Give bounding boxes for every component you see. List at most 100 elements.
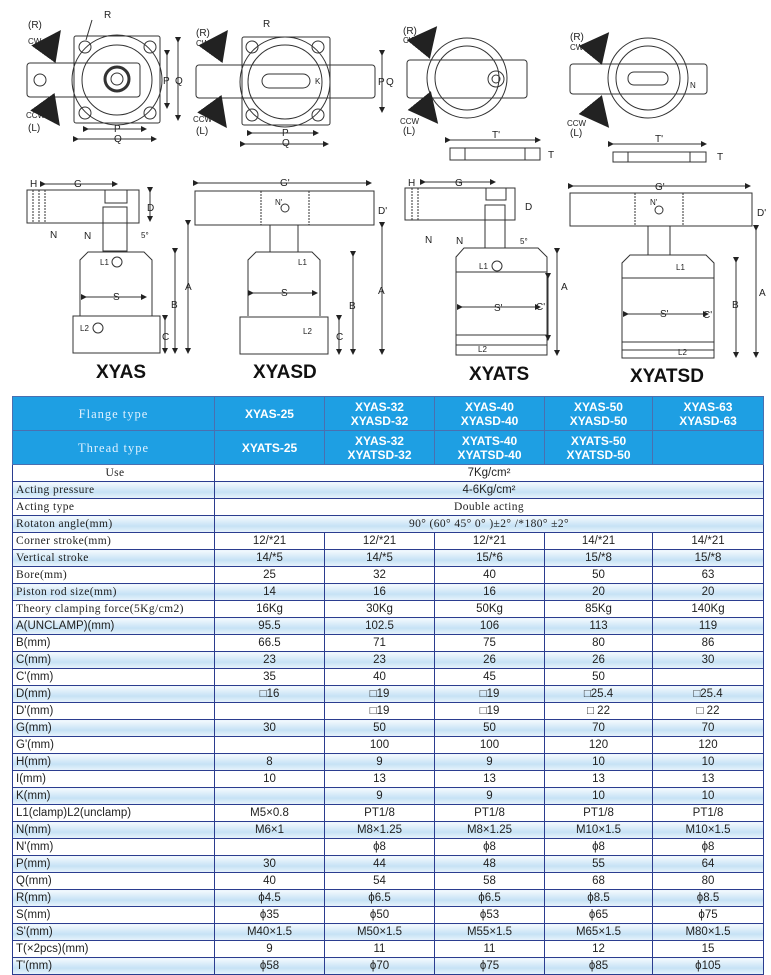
- g-label: G: [455, 178, 463, 189]
- cell-value: ϕ75: [434, 957, 545, 975]
- cell-value: 40: [434, 566, 545, 584]
- cell-value: PT1/8: [434, 804, 545, 822]
- cell-value: M8×1.25: [434, 821, 545, 839]
- p-label: P: [378, 77, 385, 88]
- table-row: Theory clamping force(5Kg/cm2) 16Kg 30Kg 50…: [12, 600, 764, 618]
- table-row: H(mm) 8 9 9 10 10: [12, 753, 764, 771]
- l2-label: L2: [678, 348, 687, 357]
- cw-label: CW: [196, 39, 210, 48]
- cell-value: ϕ4.5: [214, 889, 325, 907]
- table-row: Q(mm) 40 54 58 68 80: [12, 872, 764, 890]
- row-label: L1(clamp)L2(unclamp): [12, 804, 215, 822]
- cell-value: PT1/8: [652, 804, 764, 822]
- model-label-xyatsd: XYATSD: [630, 366, 704, 387]
- cell-value: 63: [652, 566, 764, 584]
- row-label: N(mm): [12, 821, 215, 839]
- cell-value: □ 22: [544, 702, 653, 720]
- row-label: Q(mm): [12, 872, 215, 890]
- model-label-xyas: XYAS: [96, 362, 146, 383]
- ccw-label: CCW: [400, 117, 420, 126]
- l1-label: L1: [676, 263, 685, 272]
- row-label: Rotaton angle(mm): [12, 515, 215, 533]
- cell-value: 8: [214, 753, 325, 771]
- xyats-top-view: [406, 26, 541, 161]
- cell-value: 9: [214, 940, 325, 958]
- xyasd-top-view: [195, 29, 385, 147]
- n-label: N: [50, 230, 57, 241]
- flange-type-model: XYAS-25: [214, 396, 325, 431]
- cell-value: M5×0.8: [214, 804, 325, 822]
- cell-value: [214, 787, 325, 805]
- cell-value: 12: [544, 940, 653, 958]
- cell-value: 70: [652, 719, 764, 737]
- row-label: T(×2pcs)(mm): [12, 940, 215, 958]
- drawing-labels: (R) CW CCW (L) R P Q P Q (R) CW CCW (L) …: [26, 10, 766, 387]
- g-label: G: [74, 179, 82, 190]
- cell-value: 13: [324, 770, 435, 788]
- xyas-side-view: [26, 181, 191, 354]
- cell-value: 15/*6: [434, 549, 545, 567]
- cell-value: 35: [214, 668, 325, 686]
- row-label: I(mm): [12, 770, 215, 788]
- row-label: Corner stroke(mm): [12, 532, 215, 550]
- g-prime-label: G': [280, 178, 290, 189]
- l2-label: L2: [303, 327, 312, 336]
- cell-value: M80×1.5: [652, 923, 764, 941]
- ccw-label: CCW: [567, 119, 587, 128]
- cell-value: 9: [324, 753, 435, 771]
- specification-table: Flange type XYAS-25 XYAS-32 XYASD-32 XYAS-40…: [12, 396, 764, 975]
- rotation-l-label: (L): [196, 126, 208, 137]
- cell-value: 50: [544, 668, 653, 686]
- cell-value: ϕ6.5: [324, 889, 435, 907]
- thread-type-model: XYATS-25: [214, 430, 325, 465]
- table-row: A(UNCLAMP)(mm) 95.5 102.5 106 113 119: [12, 617, 764, 635]
- ccw-label: CCW: [26, 111, 46, 120]
- cell-value: 119: [652, 617, 764, 635]
- cell-value: 10: [544, 787, 653, 805]
- cell-value: 15/*8: [544, 549, 653, 567]
- cell-value: [214, 736, 325, 754]
- t-label: T: [548, 150, 554, 161]
- c-label: C: [336, 332, 343, 343]
- cell-value: 26: [544, 651, 653, 669]
- row-label: R(mm): [12, 889, 215, 907]
- l1-label: L1: [298, 258, 307, 267]
- cell-value: 11: [434, 940, 545, 958]
- cell-value: 16Kg: [214, 600, 325, 618]
- t-label: T: [717, 152, 723, 163]
- table-row: Corner stroke(mm) 12/*21 12/*21 12/*21 14/*2…: [12, 532, 764, 550]
- cell-value: ϕ58: [214, 957, 325, 975]
- l2-label: L2: [478, 345, 487, 354]
- cell-value: ϕ6.5: [434, 889, 545, 907]
- d-label: D: [525, 202, 532, 213]
- table-row: B(mm) 66.5 71 75 80 86: [12, 634, 764, 652]
- rotation-r-label: (R): [28, 20, 42, 31]
- cell-value: 32: [324, 566, 435, 584]
- cell-value: 50Kg: [434, 600, 545, 618]
- row-label: A(UNCLAMP)(mm): [12, 617, 215, 635]
- cell-value: 16: [324, 583, 435, 601]
- cell-value: 140Kg: [652, 600, 764, 618]
- cell-value: 15: [652, 940, 764, 958]
- cell-value: 20: [652, 583, 764, 601]
- cell-value: M8×1.25: [324, 821, 435, 839]
- row-value: 7Kg/cm²: [214, 464, 764, 482]
- cell-value: 12/*21: [214, 532, 325, 550]
- cell-value: 55: [544, 855, 653, 873]
- cell-value: ϕ35: [214, 906, 325, 924]
- cell-value: 71: [324, 634, 435, 652]
- a-label: A: [378, 286, 385, 297]
- a-label: A: [759, 288, 766, 299]
- flange-type-model: XYAS-40 XYASD-40: [434, 396, 545, 431]
- row-label: B(mm): [12, 634, 215, 652]
- cell-value: M65×1.5: [544, 923, 653, 941]
- cell-value: 14: [214, 583, 325, 601]
- cell-value: 86: [652, 634, 764, 652]
- cell-value: 13: [544, 770, 653, 788]
- cell-value: 14/*21: [544, 532, 653, 550]
- a-label: A: [185, 282, 192, 293]
- cell-value: 23: [324, 651, 435, 669]
- technical-drawings: (R) CW CCW (L) R P Q P Q (R) CW CCW (L) …: [26, 10, 766, 387]
- n-label: N: [425, 235, 432, 246]
- cell-value: 58: [434, 872, 545, 890]
